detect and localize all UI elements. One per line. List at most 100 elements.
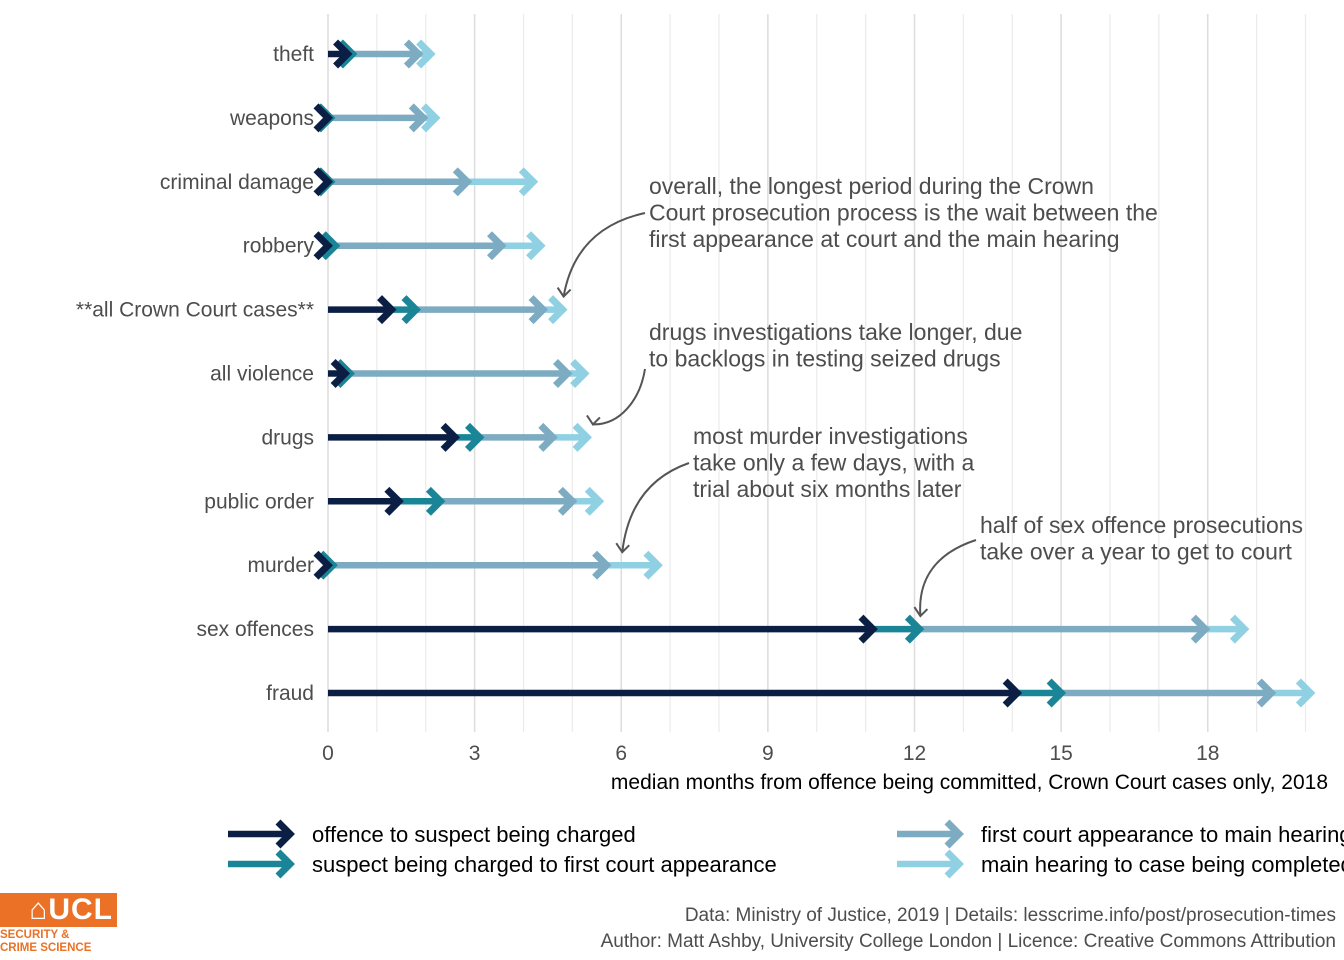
annotation-3-line-3: trial about six months later xyxy=(693,476,962,502)
stage-3-arrow-all-violence xyxy=(349,359,573,388)
legend-label-2: suspect being charged to first court app… xyxy=(312,852,777,877)
stage-2-arrow-public-order xyxy=(398,486,446,516)
category-label-criminal-damage: criminal damage xyxy=(160,171,314,194)
caption-data-source: Data: Ministry of Justice, 2019 | Detail… xyxy=(685,905,1336,926)
stage-1-arrow-theft-head xyxy=(333,39,353,69)
stage-3-arrow-robbery xyxy=(335,231,507,261)
annotation-1-connector xyxy=(562,212,646,297)
annotation-1-arrowhead xyxy=(556,287,572,299)
stage-4-arrow-all-crown-court-cases-head xyxy=(548,295,568,325)
legend-key-2 xyxy=(228,849,295,879)
category-label-sex-offences: sex offences xyxy=(196,618,314,641)
stage-4-arrow-murder xyxy=(606,550,663,580)
category-label-theft: theft xyxy=(273,43,314,66)
stage-4-arrow-weapons-head xyxy=(421,103,441,133)
stage-4-arrow-drugs xyxy=(552,422,592,452)
stage-1-arrow-public-order xyxy=(328,486,404,516)
stage-3-arrow-murder-head xyxy=(592,550,612,580)
stage-3-arrow-sex-offences-head xyxy=(1190,614,1211,644)
stage-3-arrow-theft xyxy=(352,39,424,69)
annotation-4-connector xyxy=(919,539,977,617)
category-label-weapons: weapons xyxy=(229,107,314,130)
row-fraud xyxy=(328,678,1316,708)
stage-2-arrow-public-order-head xyxy=(425,486,446,516)
stage-2-arrow-sex-offences xyxy=(872,614,925,644)
stage-4-arrow-fraud xyxy=(1271,678,1316,708)
annotation-3-line-2: take only a few days, with a xyxy=(693,450,974,476)
category-label-fraud: fraud xyxy=(266,682,314,705)
row-theft xyxy=(328,39,436,69)
stage-3-arrow-public-order-head xyxy=(557,486,578,516)
stage-1-arrow-sex-offences xyxy=(328,614,878,644)
legend-item-3: first court appearance to main hearing xyxy=(897,819,1344,849)
annotation-1: overall, the longest period during the C… xyxy=(556,173,1158,299)
stage-3-arrow-murder xyxy=(332,550,612,580)
stage-4-arrow-drugs-head xyxy=(572,422,592,452)
stage-3-arrow-all-crown-court-cases xyxy=(415,295,548,325)
legend-label-4: main hearing to case being completed xyxy=(981,852,1344,877)
stage-1-arrow-murder-head xyxy=(313,550,333,580)
stage-3-arrow-all-violence-head xyxy=(553,359,573,388)
stage-3-arrow-robbery-head xyxy=(487,231,507,261)
legend-key-4 xyxy=(897,849,964,879)
stage-4-arrow-theft-head xyxy=(416,39,436,69)
stage-2-arrow-robbery-head xyxy=(320,231,341,261)
stage-1-arrow-fraud xyxy=(328,678,1023,708)
stage-1-arrow-murder xyxy=(313,550,333,580)
annotation-4-line-1: half of sex offence prosecutions xyxy=(980,512,1303,538)
stage-4-arrow-murder-head xyxy=(643,550,663,580)
stage-4-arrow-sex-offences-head xyxy=(1229,614,1250,644)
stage-3-arrow-public-order xyxy=(440,486,578,516)
annotation-2: drugs investigations take longer, dueto … xyxy=(586,319,1022,426)
category-label-public-order: public order xyxy=(204,490,314,513)
legend-key-1-head xyxy=(275,819,295,849)
x-tick-0: 0 xyxy=(322,742,334,765)
stage-4-arrow-sex-offences xyxy=(1205,614,1250,644)
legend-item-2: suspect being charged to first court app… xyxy=(228,849,777,879)
stage-1-arrow-criminal-damage-head xyxy=(313,167,333,197)
annotations: overall, the longest period during the C… xyxy=(556,173,1303,618)
stage-4-arrow-robbery xyxy=(501,231,546,261)
row-drugs xyxy=(328,422,592,452)
annotation-2-connector xyxy=(592,368,646,426)
logo-sub-line1: SECURITY & xyxy=(0,929,70,941)
stage-2-arrow-all-crown-court-cases-head xyxy=(401,295,421,325)
stage-4-arrow-public-order-head xyxy=(584,486,605,516)
x-axis-title: median months from offence being committ… xyxy=(611,771,1328,794)
stage-3-arrow-weapons xyxy=(330,103,429,133)
annotation-3-line-1: most murder investigations xyxy=(693,423,968,449)
stage-1-arrow-all-crown-court-cases-head xyxy=(377,295,397,325)
legend-item-1: offence to suspect being charged xyxy=(228,819,636,849)
category-label-robbery: robbery xyxy=(243,235,315,258)
x-tick-3: 3 xyxy=(469,742,481,765)
legend-key-4-head xyxy=(944,849,964,879)
logo-sub-line2: CRIME SCIENCE xyxy=(0,942,92,954)
annotation-3-arrowhead xyxy=(615,542,630,554)
stage-3-arrow-theft-head xyxy=(403,39,424,69)
caption-author: Author: Matt Ashby, University College L… xyxy=(601,931,1336,952)
ucl-logo-subtitle: SECURITY & CRIME SCIENCE xyxy=(0,929,140,955)
stage-3-arrow-weapons-head xyxy=(408,103,429,133)
category-label-murder: murder xyxy=(247,554,314,577)
x-tick-18: 18 xyxy=(1196,742,1219,765)
legend-item-4: main hearing to case being completed xyxy=(897,849,1344,879)
annotation-4-arrowhead xyxy=(913,606,929,618)
x-axis-ticks: 0 3 6 9 12 15 18 xyxy=(322,742,1219,765)
stage-3-arrow-all-crown-court-cases-head xyxy=(528,295,548,325)
stage-1-arrow-all-violence-head xyxy=(330,359,351,388)
legend-label-3: first court appearance to main hearing xyxy=(981,822,1344,847)
stage-4-arrow-criminal-damage xyxy=(467,167,539,197)
stage-1-arrow-fraud-head xyxy=(1002,678,1023,708)
annotation-1-line-3: first appearance at court and the main h… xyxy=(649,226,1120,252)
stage-1-arrow-robbery-head xyxy=(313,231,333,261)
stage-1-arrow-public-order-head xyxy=(384,486,404,516)
gridlines xyxy=(327,14,1307,732)
legend: offence to suspect being charged suspect … xyxy=(228,819,1344,879)
stage-1-arrow-drugs xyxy=(328,422,461,452)
stage-3-arrow-drugs-head xyxy=(538,422,558,452)
stage-1-arrow-robbery xyxy=(313,231,333,261)
annotation-2-arrowhead xyxy=(586,414,601,426)
row-weapons xyxy=(313,103,441,133)
stage-3-arrow-fraud-head xyxy=(1256,678,1277,708)
